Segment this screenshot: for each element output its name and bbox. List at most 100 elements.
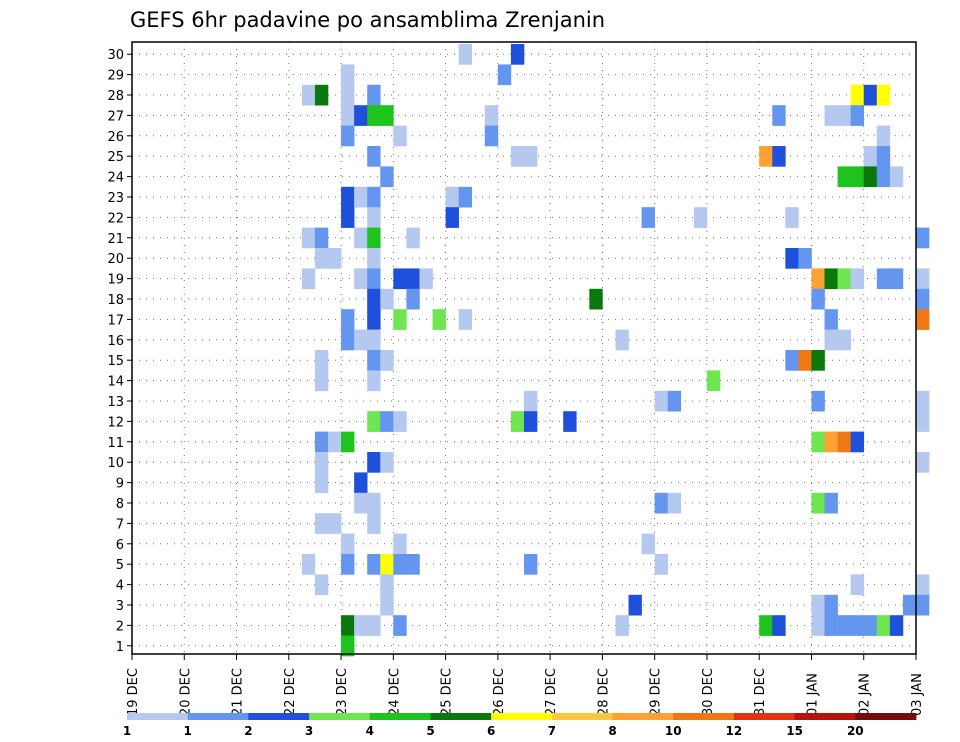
heatmap-cell — [510, 44, 525, 65]
heatmap-cell — [341, 533, 355, 555]
y-tick-label: 2 — [116, 619, 124, 634]
heatmap-cell — [876, 146, 891, 167]
heatmap-cell — [850, 166, 865, 188]
heatmap-cell — [380, 166, 394, 188]
heatmap-cell — [367, 84, 381, 106]
heatmap-cell — [367, 350, 381, 371]
legend-label: 8 — [608, 724, 616, 738]
heatmap-cell — [811, 288, 825, 310]
heatmap-cell — [380, 574, 394, 596]
heatmap-cell — [524, 390, 538, 412]
heatmap-cell — [354, 492, 368, 514]
heatmap-cell — [432, 309, 446, 330]
heatmap-cell — [889, 166, 904, 188]
heatmap-cell — [380, 411, 394, 432]
heatmap-cell — [354, 268, 368, 290]
y-tick-label: 7 — [116, 517, 124, 532]
y-tick-label: 25 — [107, 150, 124, 165]
plot-frame — [131, 41, 917, 655]
heatmap-cell — [772, 146, 786, 167]
heatmap-cell — [693, 207, 708, 228]
y-axis: 1234567891011121314151617181920212223242… — [107, 48, 132, 655]
heatmap-cell — [380, 594, 394, 616]
heatmap-cell — [824, 492, 838, 514]
legend-label: 15 — [786, 724, 803, 738]
heatmap-cell — [824, 615, 838, 636]
y-tick-label: 18 — [107, 293, 124, 308]
x-tick-label: 23 DEC — [335, 668, 350, 716]
y-tick-label: 27 — [107, 109, 124, 124]
x-tick-label: 03 JAN — [910, 673, 925, 716]
heatmap-cell — [850, 105, 865, 126]
heatmap-cell — [314, 248, 329, 269]
x-tick-label: 28 DEC — [596, 668, 611, 716]
heatmap-cell — [510, 146, 525, 167]
heatmap-cell — [406, 288, 420, 310]
legend-label: 3 — [305, 724, 313, 738]
legend: 1 2 3 4 5 6 7 8 10 12 15 201 — [123, 713, 917, 738]
heatmap-cell — [876, 615, 891, 636]
legend-swatch — [248, 713, 310, 720]
heatmap-cell — [301, 554, 316, 575]
heatmap-cell — [458, 44, 473, 65]
heatmap-cell — [367, 615, 381, 636]
heatmap-cell — [641, 207, 655, 228]
y-tick-label: 22 — [107, 211, 124, 226]
x-tick-label: 20 DEC — [178, 668, 193, 716]
y-tick-label: 11 — [107, 436, 124, 451]
heatmap-cell — [654, 554, 669, 575]
x-axis: 19 DEC 20 DEC 21 DEC 22 DEC 23 DEC 24 DEC 25 D… — [126, 654, 925, 716]
heatmap-cell — [667, 390, 682, 412]
heatmap-cell — [811, 431, 825, 453]
x-tick-label: 29 DEC — [649, 668, 664, 716]
y-tick-label: 24 — [107, 171, 124, 186]
legend-label: 12 — [726, 724, 743, 738]
y-tick-label: 1 — [116, 640, 124, 655]
heatmap-cell — [367, 513, 381, 534]
heatmap-cell — [367, 452, 381, 473]
y-tick-label: 14 — [107, 375, 124, 390]
heatmap-cell — [341, 431, 355, 453]
x-tick-label: 30 DEC — [701, 668, 716, 716]
heatmap-cell — [354, 105, 368, 126]
heatmap-cell — [354, 329, 368, 351]
heatmap-cell — [785, 350, 799, 371]
heatmap-cell — [850, 431, 865, 453]
heatmap-cell — [824, 268, 838, 290]
heatmap-cell — [811, 492, 825, 514]
heatmap-cell — [837, 431, 851, 453]
legend-swatch — [551, 713, 613, 720]
heatmap-cell — [406, 268, 420, 290]
legend-swatch — [187, 713, 249, 720]
heatmap-cell — [497, 64, 512, 86]
heatmap-cell — [341, 186, 355, 208]
heatmap-cell — [641, 533, 655, 555]
legend-label: 5 — [426, 724, 434, 738]
heatmap-cell — [341, 329, 355, 351]
heatmap-cell — [354, 615, 368, 636]
legend-swatch — [430, 713, 492, 720]
heatmap-cell — [367, 492, 381, 514]
chart-title: GEFS 6hr padavine po ansamblima Zrenjani… — [130, 8, 605, 32]
y-tick-label: 29 — [107, 69, 124, 84]
heatmap-cell — [772, 615, 786, 636]
data-cells — [301, 44, 930, 657]
heatmap-cell — [328, 431, 342, 453]
heatmap-cell — [850, 615, 865, 636]
heatmap-cell — [824, 309, 838, 330]
heatmap-cell — [916, 227, 930, 249]
legend-label: 7 — [548, 724, 556, 738]
heatmap-cell — [916, 288, 930, 310]
legend-label: 1 — [123, 724, 131, 738]
heatmap-cell — [341, 309, 355, 330]
y-tick-label: 21 — [107, 232, 124, 247]
heatmap-cell — [824, 594, 838, 616]
y-tick-label: 23 — [107, 191, 124, 206]
heatmap-cell — [393, 411, 407, 432]
heatmap-cell — [367, 370, 381, 392]
heatmap-cell — [419, 268, 433, 290]
y-tick-label: 5 — [116, 558, 124, 573]
heatmap-cell — [301, 268, 316, 290]
legend-swatch — [794, 713, 856, 720]
